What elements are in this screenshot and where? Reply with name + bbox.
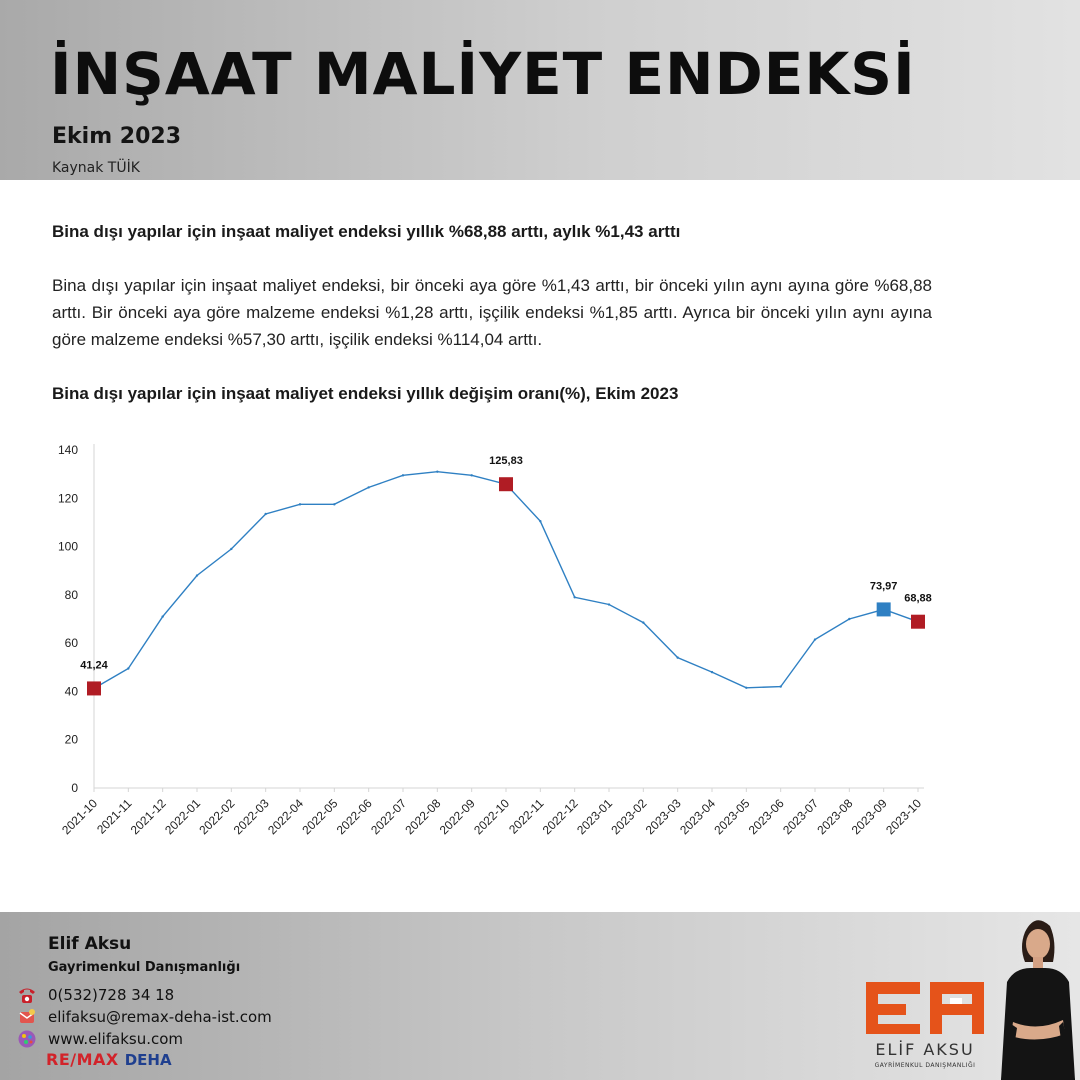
- agent-name: Elif Aksu: [48, 934, 132, 954]
- y-tick-label: 60: [65, 636, 79, 650]
- logo-tagline: GAYRİMENKUL DANIŞMANLIĞI: [874, 1062, 976, 1069]
- x-tick-label: 2023-10: [883, 796, 924, 837]
- data-point: [298, 503, 302, 506]
- highlight-marker: [911, 614, 925, 629]
- phone-icon: [16, 985, 38, 1005]
- data-point: [539, 520, 542, 523]
- ea-logo-icon: [866, 982, 984, 1034]
- data-point: [367, 486, 370, 489]
- website-url: www.elifaksu.com: [48, 1030, 184, 1048]
- x-tick-label: 2022-01: [162, 796, 203, 837]
- data-point: [333, 503, 336, 506]
- x-tick-label: 2023-09: [849, 796, 890, 837]
- article-headline: Bina dışı yapılar için inşaat maliyet en…: [52, 222, 681, 241]
- x-tick-label: 2021-10: [59, 796, 100, 837]
- data-point: [470, 474, 473, 477]
- x-tick-label: 2022-09: [437, 796, 478, 837]
- data-point: [779, 685, 782, 688]
- chart-heading: Bina dışı yapılar için inşaat maliyet en…: [52, 384, 679, 403]
- x-tick-label: 2023-08: [814, 796, 855, 837]
- x-tick-label: 2022-05: [299, 796, 340, 837]
- data-point: [161, 615, 164, 618]
- data-point: [607, 603, 611, 606]
- globe-icon: [16, 1029, 38, 1049]
- data-point: [573, 596, 576, 599]
- y-tick-label: 100: [58, 540, 78, 554]
- y-tick-label: 20: [65, 733, 79, 747]
- footer-band: [0, 912, 1080, 1080]
- data-point: [848, 617, 851, 621]
- y-tick-label: 120: [58, 491, 78, 505]
- x-tick-label: 2023-04: [677, 796, 718, 837]
- agent-portrait: [1001, 920, 1075, 1080]
- data-point: [127, 667, 130, 670]
- x-tick-label: 2023-07: [780, 796, 821, 837]
- x-tick-label: 2022-10: [471, 796, 512, 837]
- data-label: 41,24: [80, 659, 108, 671]
- email-icon: [16, 1007, 38, 1027]
- x-tick-label: 2023-01: [574, 796, 615, 837]
- remax-mark: RE/MAX: [46, 1050, 119, 1069]
- x-tick-label: 2022-12: [540, 796, 581, 837]
- x-tick-label: 2021-12: [128, 796, 169, 837]
- email-address: elifaksu@remax-deha-ist.com: [48, 1008, 272, 1026]
- data-label: 68,88: [904, 593, 932, 605]
- source-label: Kaynak TÜİK: [52, 160, 140, 176]
- data-point: [195, 574, 199, 577]
- article-paragraph: Bina dışı yapılar için inşaat maliyet en…: [52, 276, 932, 349]
- data-label: 125,83: [489, 455, 523, 467]
- y-tick-label: 0: [71, 781, 78, 795]
- line-chart: 0204060801001201402021-102021-112021-122…: [58, 443, 932, 837]
- x-tick-label: 2022-06: [334, 796, 375, 837]
- x-tick-label: 2022-08: [402, 796, 443, 837]
- data-point: [745, 686, 748, 690]
- x-tick-label: 2022-07: [368, 796, 409, 837]
- x-tick-label: 2023-05: [711, 796, 752, 837]
- x-tick-label: 2022-04: [265, 796, 306, 837]
- data-point: [813, 638, 817, 641]
- data-point: [436, 470, 439, 473]
- x-tick-label: 2023-06: [746, 796, 787, 837]
- x-tick-label: 2023-02: [608, 796, 649, 837]
- phone-number: 0(532)728 34 18: [48, 986, 175, 1004]
- x-tick-label: 2021-11: [94, 796, 135, 837]
- contact-phone[interactable]: 0(532)728 34 18: [16, 985, 174, 1005]
- agent-role: Gayrimenkul Danışmanlığı: [48, 960, 241, 975]
- x-tick-label: 2022-02: [196, 796, 237, 837]
- header-band: [0, 0, 1080, 180]
- remax-logo: RE/MAX DEHA: [46, 1050, 172, 1069]
- remax-brand: DEHA: [124, 1050, 172, 1069]
- highlight-marker: [87, 681, 101, 696]
- data-label: 73,97: [870, 580, 898, 592]
- data-point: [230, 547, 233, 551]
- y-tick-label: 80: [65, 588, 79, 602]
- x-tick-label: 2022-11: [506, 796, 547, 837]
- x-tick-label: 2022-03: [231, 796, 272, 837]
- y-tick-label: 140: [58, 443, 78, 457]
- data-point: [264, 512, 267, 516]
- page-title: İNŞAAT MALİYET ENDEKSİ: [50, 40, 916, 108]
- data-point: [642, 621, 645, 624]
- data-point: [710, 670, 714, 674]
- series-line: [93, 470, 919, 690]
- highlight-marker: [876, 602, 891, 617]
- contact-website[interactable]: www.elifaksu.com: [16, 1029, 183, 1049]
- x-tick-label: 2023-03: [643, 796, 684, 837]
- logo-caption: ELİF AKSU: [875, 1040, 975, 1059]
- period-subtitle: Ekim 2023: [52, 124, 182, 149]
- data-point: [401, 474, 405, 477]
- highlight-marker: [499, 477, 513, 492]
- data-point: [676, 656, 679, 659]
- y-tick-label: 40: [65, 684, 79, 698]
- contact-email[interactable]: elifaksu@remax-deha-ist.com: [16, 1007, 272, 1027]
